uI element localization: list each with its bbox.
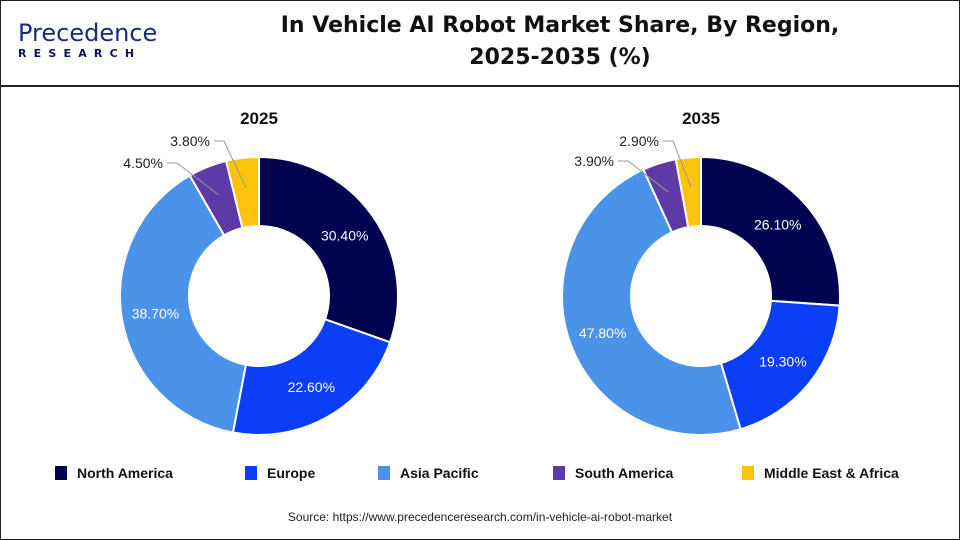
data-label: 4.50% — [123, 155, 163, 171]
legend-label: Middle East & Africa — [764, 465, 899, 481]
legend-item: South America — [553, 465, 673, 481]
legend-label: Asia Pacific — [400, 465, 479, 481]
legend-swatch — [378, 466, 390, 480]
chart-title: In Vehicle AI Robot Market Share, By Reg… — [280, 13, 840, 70]
leader-line — [618, 160, 669, 193]
legend-swatch — [245, 466, 257, 480]
donut-slice-asia-pacific — [561, 168, 742, 436]
legend-item: Middle East & Africa — [742, 465, 899, 481]
donut-title: 2025 — [240, 109, 278, 128]
data-label: 30.40% — [321, 227, 368, 243]
donut-slice-asia-pacific — [119, 174, 248, 434]
data-label: 3.80% — [170, 133, 210, 149]
legend-label: South America — [575, 465, 674, 481]
header-divider — [0, 85, 960, 87]
donut-slice-middle-east-africa — [224, 155, 260, 230]
data-label: 19.30% — [759, 354, 806, 370]
donut-slice-north-america — [258, 155, 399, 344]
data-label: 38.70% — [132, 305, 179, 321]
data-label: 26.10% — [754, 216, 801, 232]
legend-swatch — [553, 466, 565, 480]
logo-line1: Precedence — [18, 19, 158, 47]
legend-item: Asia Pacific — [378, 465, 479, 481]
donut-slice-north-america — [700, 155, 841, 307]
legend-item: Europe — [245, 465, 315, 481]
legend-swatch — [742, 466, 754, 480]
data-label: 2.90% — [619, 133, 659, 149]
donut-slice-europe — [231, 318, 392, 436]
legend: North America Europe Asia Pacific South Ame… — [0, 465, 960, 485]
leader-line — [214, 140, 247, 188]
data-label: 22.60% — [288, 379, 335, 395]
legend-swatch — [55, 466, 67, 480]
leader-line — [663, 140, 692, 188]
donut-slice-middle-east-africa — [674, 155, 702, 229]
source-text: Source: https://www.precedenceresearch.c… — [287, 510, 673, 524]
logo-line2: RESEARCH — [18, 47, 142, 60]
legend-item: North America — [55, 465, 173, 481]
legend-label: North America — [77, 465, 173, 481]
data-label: 47.80% — [579, 325, 626, 341]
logo: Precedence RESEARCH — [18, 20, 168, 65]
donut-title: 2035 — [682, 109, 720, 128]
leader-line — [167, 162, 219, 196]
data-label: 3.90% — [574, 153, 614, 169]
legend-label: Europe — [267, 465, 316, 481]
donut-slice-europe — [719, 299, 841, 431]
